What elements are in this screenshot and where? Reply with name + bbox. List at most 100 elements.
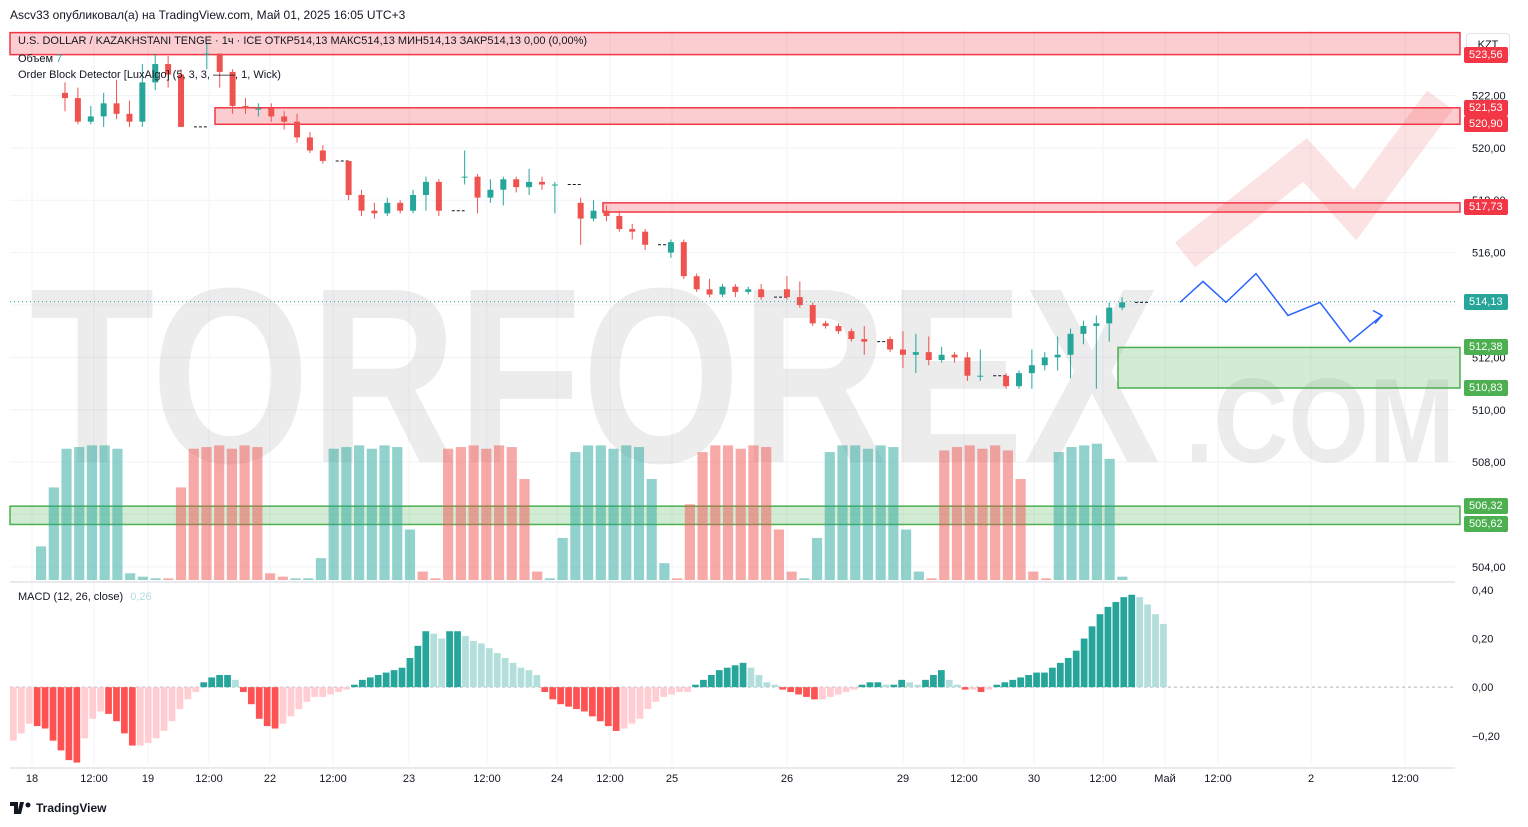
macd-histogram-bar: [65, 687, 73, 761]
candle-body: [719, 286, 726, 295]
macd-histogram-bar: [874, 682, 882, 688]
axes: 504,00508,00510,00512,00516,00518,00520,…: [10, 90, 1506, 785]
time-tick-label: 29: [897, 773, 909, 785]
volume-bar: [722, 445, 734, 580]
candle-body: [139, 82, 146, 122]
macd-histogram-bar: [771, 684, 779, 688]
price-tag-bull: 512,38: [1464, 339, 1508, 356]
volume-bars: [36, 443, 1128, 580]
macd-tick-label: 0,40: [1472, 585, 1493, 597]
macd-histogram-bar: [136, 687, 144, 746]
volume-bar: [990, 445, 1001, 580]
candle-body: [899, 349, 906, 355]
macd-histogram-bar: [1033, 672, 1040, 688]
volume-bar: [1079, 445, 1090, 580]
candle-body: [1080, 325, 1087, 334]
macd-histogram-bar: [1049, 667, 1056, 688]
volume-bar: [99, 445, 110, 580]
price-tick-label: 510,00: [1472, 405, 1506, 417]
candle-body: [964, 357, 971, 376]
macd-histogram-bar: [81, 687, 89, 739]
macd-legend[interactable]: MACD (12, 26, close) 0,26: [18, 591, 152, 603]
macd-histogram-bar: [660, 687, 668, 697]
volume-bar: [468, 445, 479, 580]
macd-histogram-bar: [1144, 604, 1151, 688]
candle-body: [371, 210, 378, 214]
macd-histogram-bar: [113, 687, 120, 722]
time-tick-label: 12:00: [596, 773, 624, 785]
candle-body: [74, 98, 81, 122]
time-tick-label: 12:00: [1089, 773, 1117, 785]
price-tag-bear: 521,53: [1464, 99, 1508, 116]
candle-body: [384, 202, 391, 214]
price-tick-label: 516,00: [1472, 248, 1506, 260]
macd-histogram-bar: [160, 687, 168, 731]
macd-histogram-bar: [906, 682, 914, 688]
price-tag-bear: 523,56: [1464, 46, 1508, 63]
price-tag-bear: 517,73: [1464, 199, 1508, 216]
volume-bar: [239, 445, 250, 580]
candle-body: [422, 181, 429, 195]
volume-bar: [850, 445, 861, 580]
macd-histogram-bar: [438, 638, 446, 688]
candle-body: [268, 108, 275, 117]
symbol-legend[interactable]: U.S. DOLLAR / KAZAKHSTANI TENGE · 1ч · I…: [18, 35, 588, 47]
candle-body: [281, 116, 288, 122]
candle-body: [203, 53, 210, 55]
volume-bar: [1002, 450, 1013, 580]
macd-histogram-bar: [41, 687, 49, 729]
macd-histogram-bar: [977, 687, 985, 693]
candle-body: [1015, 373, 1022, 387]
volume-bar: [697, 452, 708, 580]
macd-histogram-bar: [89, 687, 97, 719]
macd-histogram-bar: [1080, 638, 1088, 688]
volume-bar: [519, 479, 530, 580]
time-tick-label: 12:00: [473, 773, 501, 785]
indicator-legend[interactable]: Order Block Detector [LuxAlgo] (5, 3, 3,…: [18, 69, 281, 81]
price-tick-label: 508,00: [1472, 457, 1506, 469]
macd-histogram-bar: [255, 687, 263, 719]
candle-body: [500, 179, 507, 190]
macd-histogram-bar: [890, 684, 898, 688]
candle-body: [642, 231, 649, 245]
macd-histogram-bar: [612, 687, 620, 731]
macd-histogram-bar: [303, 687, 311, 702]
macd-histogram-bar: [953, 684, 961, 688]
macd-histogram-bar: [390, 670, 398, 688]
macd-histogram-bar: [803, 687, 810, 697]
volume-bar: [150, 578, 161, 580]
macd-histogram-bar: [676, 687, 683, 693]
macd-histogram-bar: [168, 687, 176, 722]
macd-pane: [10, 594, 1455, 763]
volume-legend[interactable]: Объем 7: [18, 53, 62, 65]
macd-histogram-bar: [152, 687, 160, 739]
candle-body: [590, 210, 597, 219]
volume-bar: [761, 447, 772, 580]
candle-body: [294, 121, 301, 138]
macd-histogram-bar: [57, 687, 65, 751]
macd-histogram-bar: [1072, 650, 1080, 688]
volume-bar: [455, 447, 466, 580]
volume-bar: [659, 563, 670, 580]
price-tick-label: 512,00: [1472, 352, 1506, 364]
volume-bar: [1053, 452, 1064, 580]
macd-value: 0,26: [130, 591, 152, 603]
macd-histogram-bar: [17, 687, 25, 734]
macd-histogram-bar: [374, 675, 382, 688]
candle-body: [629, 229, 636, 232]
projection-path: [1179, 272, 1384, 343]
macd-histogram-bar: [1088, 626, 1096, 688]
volume-bar: [875, 445, 886, 580]
macd-histogram-bar: [1056, 662, 1064, 688]
tradingview-brand[interactable]: TradingView: [10, 801, 106, 815]
macd-histogram-bar: [25, 687, 33, 724]
projection-arrow-icon: [1372, 309, 1384, 324]
volume-bar: [74, 447, 85, 580]
candle-body: [538, 181, 545, 185]
macd-histogram-bar: [1136, 597, 1144, 688]
macd-histogram-bar: [382, 672, 390, 688]
watermark-arrow-icon: [1175, 90, 1453, 268]
macd-histogram-bar: [898, 679, 906, 688]
projection-line: [1179, 272, 1383, 343]
